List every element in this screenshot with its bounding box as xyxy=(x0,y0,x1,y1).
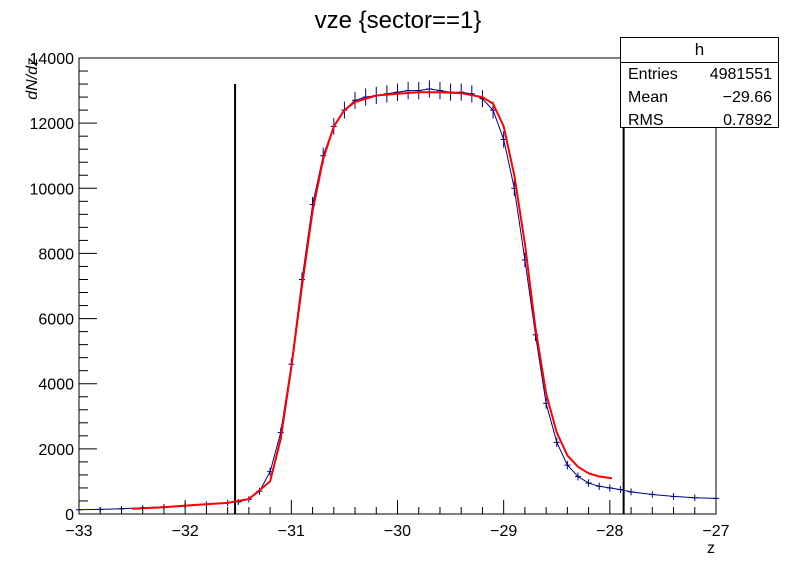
x-tick-label: −30 xyxy=(384,523,411,540)
x-tick-label: −28 xyxy=(596,523,623,540)
y-tick-label: 14000 xyxy=(30,51,75,68)
chart-title: vze {sector==1} xyxy=(315,7,482,34)
x-tick-label: −27 xyxy=(702,523,729,540)
histogram-trace xyxy=(78,88,717,511)
stats-mean-label: Mean xyxy=(628,89,669,106)
stats-rms-value: 0.7892 xyxy=(723,112,772,129)
y-tick-label: 4000 xyxy=(38,377,74,394)
y-tick-label: 2000 xyxy=(38,442,74,459)
y-tick-label: 6000 xyxy=(38,312,74,329)
stats-entries-value: 4981551 xyxy=(709,66,772,83)
stats-mean-value: −29.66 xyxy=(722,89,772,106)
stats-row-entries: Entries 4981551 xyxy=(621,63,778,86)
stats-rms-label: RMS xyxy=(628,112,664,129)
x-tick-label: −29 xyxy=(490,523,517,540)
y-tick-label: 10000 xyxy=(30,181,75,198)
y-tick-label: 8000 xyxy=(38,246,74,263)
x-tick-label: −31 xyxy=(278,523,305,540)
stats-row-rms: RMS 0.7892 xyxy=(621,109,778,132)
stats-title: h xyxy=(621,38,778,63)
fit-curve xyxy=(132,91,613,510)
stats-box: h Entries 4981551 Mean −29.66 RMS 0.7892 xyxy=(620,37,779,129)
x-tick-label: −33 xyxy=(65,523,92,540)
data-series xyxy=(76,80,719,514)
y-axis-label: dN/dz xyxy=(24,58,41,100)
x-tick-label: −32 xyxy=(172,523,199,540)
x-axis-label: z xyxy=(707,540,715,557)
y-tick-label: 0 xyxy=(65,507,74,524)
stats-entries-label: Entries xyxy=(628,66,678,83)
axis-ticks: −33 −32 −31 −30 −29 −28 −27 0 2000 4000 6000 8000 10… xyxy=(30,51,730,540)
stats-row-mean: Mean −29.66 xyxy=(621,86,778,109)
y-tick-label: 12000 xyxy=(30,116,75,133)
